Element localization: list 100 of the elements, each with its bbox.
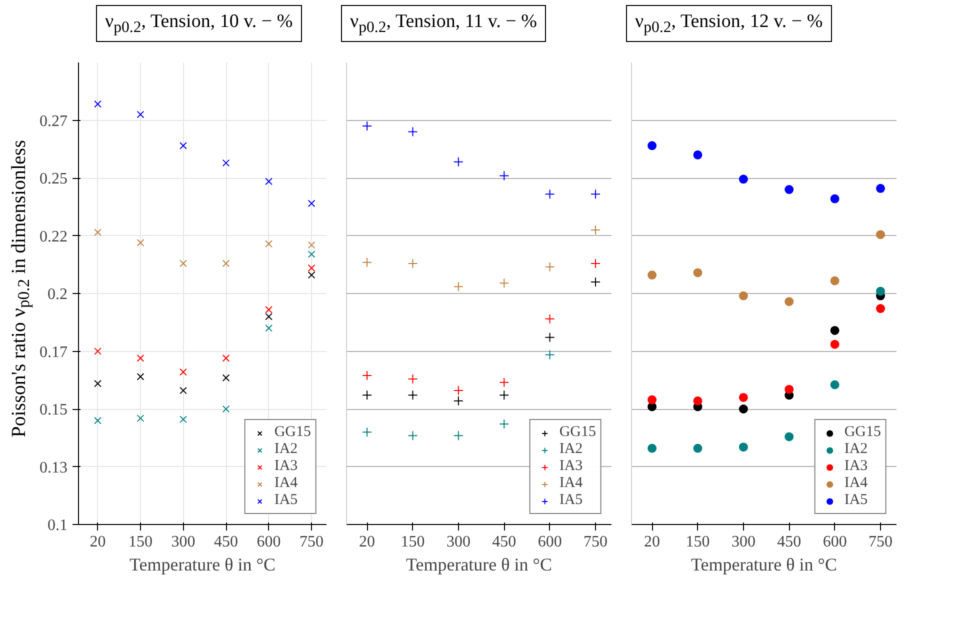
point [544,332,555,343]
x-tick-label: 150 [128,534,152,551]
point [876,304,886,314]
point [94,380,102,388]
point [136,239,144,247]
point [408,390,418,401]
point [738,443,748,452]
legend-label: IA2 [559,441,583,458]
x-axis-title: Temperature θ in °C [406,554,552,575]
point [648,270,657,280]
x-tick-label: 150 [686,534,710,551]
x-tick-label: 450 [214,534,238,551]
point [453,386,464,396]
y-tick-label: 0.2 [48,286,68,304]
point [265,306,272,314]
point [222,260,230,268]
x-tick-label: 450 [492,534,516,551]
legend-label: IA3 [559,458,583,476]
y-tick-label: 0.27 [40,113,68,130]
point [590,277,601,288]
point [830,380,840,390]
point [94,348,102,356]
point [590,190,601,200]
x-tick-label: 20 [644,534,660,551]
x-tick-label: 20 [359,534,376,551]
point [180,260,187,268]
x-tick-label: 450 [777,534,802,551]
y-tick-label: 0.17 [40,344,68,362]
y-tick-label: 0.25 [40,170,68,188]
y-tick-label: 0.13 [40,460,68,477]
legend-label: IA4 [844,475,868,492]
point [693,444,702,454]
point [265,324,272,332]
chart-title: ν$_{p0.2}$, Tension, 11 v. − % [341,5,546,42]
point [544,262,555,272]
point [136,373,144,381]
x-tick-label: 750 [300,534,324,551]
point [544,314,555,324]
point [784,298,794,306]
point [308,250,316,258]
legend-label: IA5 [559,492,583,510]
point [308,272,316,280]
x-tick-label: 20 [90,534,106,551]
point [265,240,272,248]
point [265,178,272,186]
point [180,142,187,150]
point [408,430,418,441]
x-tick-label: 300 [171,534,196,551]
point [362,390,372,401]
point [362,370,372,381]
x-tick-label: 750 [868,534,893,551]
point [136,354,144,362]
point [830,340,840,350]
x-tick-label: 600 [538,534,562,551]
point [453,282,464,292]
legend-label: GG15 [274,424,311,442]
point [693,150,702,160]
point [693,268,702,278]
x-tick-label: 750 [584,534,608,551]
point [738,292,748,301]
point [408,258,418,269]
point [499,171,510,182]
point [590,258,601,269]
point [362,428,372,438]
point [590,225,601,236]
y-tick-label: 0.1 [48,517,68,534]
point [362,121,372,132]
x-axis-title: Temperature θ in °C [129,554,276,575]
point [544,350,555,360]
point [222,160,230,168]
point [136,414,144,422]
point [453,430,464,441]
point [499,419,510,430]
point [408,127,418,138]
point [648,142,657,151]
point [544,190,555,200]
legend-label: GG15 [559,424,596,442]
point [499,390,510,401]
point [693,396,702,406]
x-tick-label: 600 [256,534,281,551]
point [784,432,794,442]
point [136,111,144,119]
point [876,184,886,194]
point [94,100,102,108]
point [648,444,657,454]
point [738,404,748,414]
point [408,374,418,384]
point [876,287,886,296]
legend-label: IA5 [274,492,298,510]
legend-label: IA5 [844,492,868,510]
x-tick-label: 600 [822,534,847,551]
point [738,175,748,184]
legend-label: IA2 [844,441,868,458]
legend-label: IA4 [274,475,298,492]
chart-title: ν$_{p0.2}$, Tension, 10 v. − % [96,5,302,42]
x-tick-label: 300 [446,534,470,551]
y-tick-label: 0.22 [40,228,68,246]
legend-label: IA3 [844,458,868,476]
point [180,368,187,376]
point [784,185,794,194]
